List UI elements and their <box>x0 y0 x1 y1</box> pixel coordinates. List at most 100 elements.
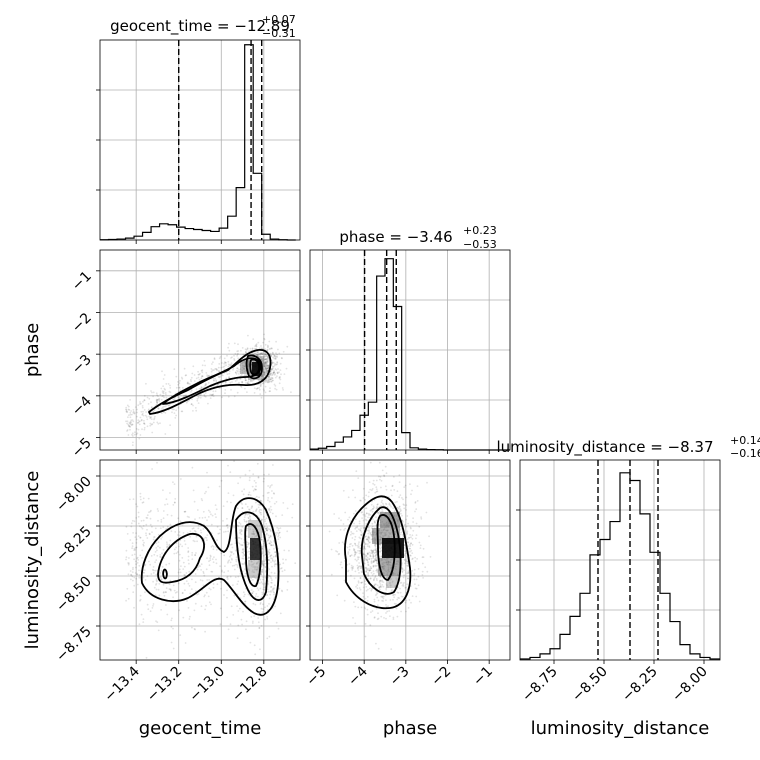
sample-point <box>270 577 273 580</box>
sample-point <box>212 390 215 393</box>
sample-point <box>274 563 276 566</box>
sample-point <box>237 624 240 627</box>
sample-point <box>166 503 169 505</box>
sample-point <box>411 537 414 540</box>
sample-point <box>374 557 377 560</box>
sample-point <box>390 505 392 508</box>
sample-point <box>153 409 156 411</box>
sample-point <box>269 378 271 380</box>
sample-point <box>359 567 362 570</box>
sample-point <box>205 604 207 607</box>
sample-point <box>157 407 160 410</box>
sample-point <box>263 560 266 563</box>
sample-point <box>149 424 152 427</box>
sample-point <box>237 357 240 360</box>
sample-point <box>366 596 369 598</box>
sample-point <box>368 558 371 560</box>
sample-point <box>262 554 265 557</box>
sample-point <box>185 401 188 404</box>
sample-point <box>364 548 367 550</box>
sample-point <box>203 395 206 398</box>
sample-point <box>373 616 376 618</box>
sample-point <box>385 488 388 491</box>
sample-point <box>359 529 362 532</box>
sample-point <box>357 543 360 545</box>
sample-point <box>270 544 273 546</box>
sample-point <box>273 548 275 550</box>
sample-point <box>276 526 279 529</box>
sample-point <box>165 587 168 590</box>
sample-point <box>126 422 128 425</box>
sample-point <box>410 536 412 539</box>
sample-point <box>247 493 250 496</box>
sample-point <box>185 374 188 376</box>
sample-point <box>241 381 244 384</box>
sample-point <box>271 512 274 515</box>
sample-point <box>165 396 168 399</box>
sample-point <box>246 520 248 522</box>
sample-point <box>231 543 233 546</box>
sample-point <box>160 518 163 521</box>
sample-point <box>378 546 381 548</box>
sample-point <box>248 508 251 511</box>
sample-point <box>244 351 247 354</box>
sample-point <box>373 483 376 486</box>
sample-point <box>272 361 275 364</box>
sample-point <box>130 525 133 528</box>
sample-point <box>403 582 405 584</box>
sample-point <box>261 547 264 550</box>
sample-point <box>380 549 383 552</box>
sample-point <box>413 574 416 577</box>
sample-point <box>275 501 278 503</box>
sample-point <box>402 576 405 579</box>
sample-point <box>125 599 127 602</box>
sample-point <box>348 548 351 551</box>
sample-point <box>358 528 360 531</box>
sample-point <box>281 387 284 389</box>
sample-point <box>375 516 377 518</box>
sample-point <box>139 599 141 602</box>
xlabel-luminosity-distance: luminosity_distance <box>531 718 710 739</box>
sample-point <box>273 383 276 386</box>
sample-point <box>353 601 355 603</box>
sample-point <box>257 476 260 479</box>
sample-point <box>152 391 155 394</box>
sample-point <box>269 593 272 596</box>
sample-point <box>373 552 376 554</box>
sample-point <box>380 486 382 489</box>
sample-point <box>162 583 165 586</box>
sample-point <box>381 584 384 586</box>
sample-point <box>364 607 367 610</box>
y-tick-label: −3 <box>69 352 95 378</box>
sample-point <box>221 362 223 364</box>
sample-point <box>403 569 405 572</box>
sample-point <box>360 567 363 569</box>
sample-point <box>241 364 244 367</box>
sample-point <box>275 363 278 366</box>
sample-point <box>375 553 378 555</box>
sample-point <box>378 581 381 584</box>
sample-point <box>366 560 369 563</box>
sample-point <box>170 589 172 592</box>
sample-point <box>339 563 342 566</box>
sample-point <box>196 509 199 511</box>
scatter-geocent-time-vs-phase <box>96 249 301 454</box>
sample-point <box>259 508 261 511</box>
sample-point <box>372 507 375 510</box>
sample-point <box>270 557 272 559</box>
sample-point <box>126 430 128 432</box>
sample-point <box>365 567 368 570</box>
sample-point <box>197 376 200 379</box>
sample-point <box>164 412 167 414</box>
panel-content <box>125 333 292 447</box>
sample-point <box>358 587 361 589</box>
sample-point <box>261 591 264 594</box>
sample-point <box>262 578 264 581</box>
sample-point <box>269 390 271 392</box>
sample-point <box>187 550 190 553</box>
sample-point <box>276 356 278 358</box>
sample-point <box>352 617 354 619</box>
sample-point <box>400 509 402 512</box>
sample-point <box>264 361 267 364</box>
sample-point <box>186 532 189 535</box>
